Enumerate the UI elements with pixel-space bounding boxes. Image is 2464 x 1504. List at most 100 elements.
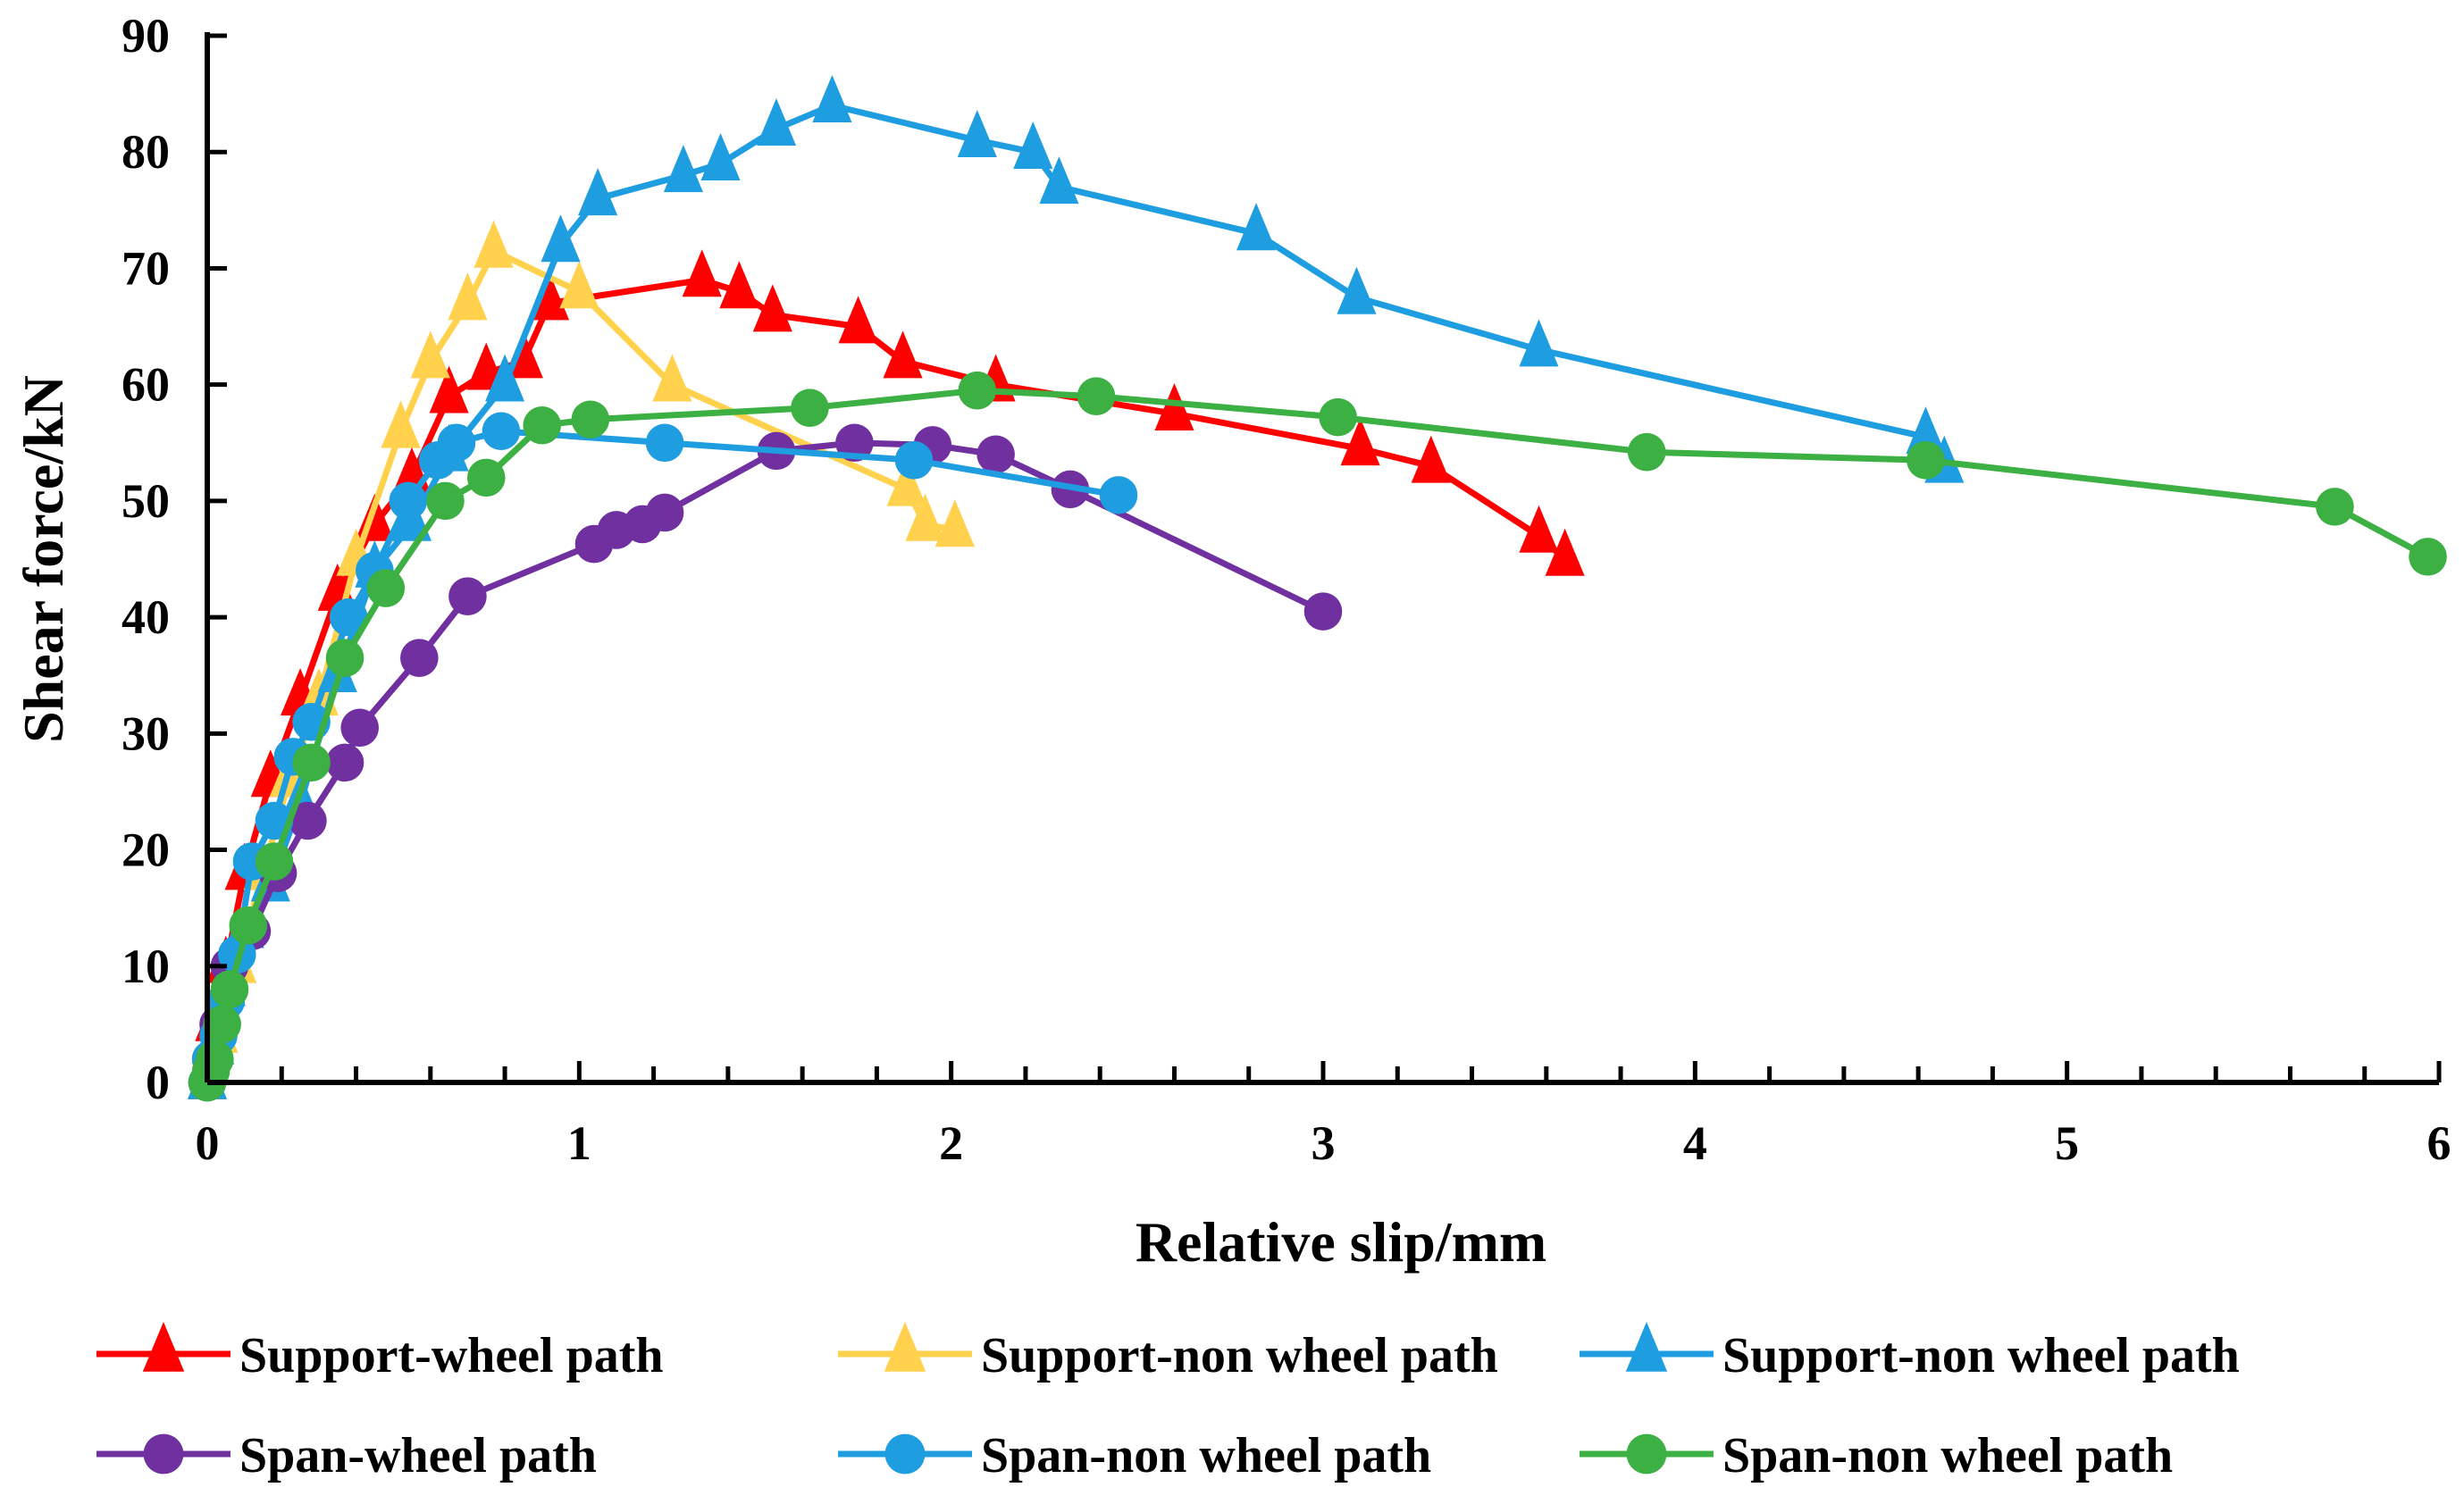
x-tick-label: 2	[939, 1116, 963, 1170]
data-point	[1519, 319, 1559, 367]
legend-marker	[1626, 1433, 1667, 1475]
series-4	[188, 423, 1343, 1102]
data-point	[325, 639, 365, 677]
data-point	[448, 272, 488, 321]
axes-group	[205, 32, 2439, 1085]
data-point	[1319, 397, 1357, 437]
y-tick-label: 90	[122, 9, 170, 63]
legend-item: Support-non wheel path	[1580, 1322, 2240, 1383]
y-tick-label: 70	[122, 241, 170, 295]
legend-item: Support-wheel path	[96, 1322, 664, 1383]
data-point	[559, 261, 599, 309]
data-point	[400, 639, 439, 677]
x-axis-title: Relative slip/mm	[1136, 1210, 1546, 1274]
data-point	[957, 110, 997, 158]
data-point	[883, 330, 923, 379]
x-tick-label: 1	[567, 1116, 591, 1170]
data-point	[389, 481, 428, 521]
data-point	[329, 597, 368, 637]
data-point	[1154, 383, 1194, 431]
data-point	[474, 220, 514, 268]
data-point	[426, 481, 465, 521]
x-tick-label: 4	[1683, 1116, 1707, 1170]
data-point	[1340, 418, 1380, 466]
y-tick-label: 20	[122, 823, 170, 877]
legend-item: Span-non wheel path	[838, 1428, 1431, 1483]
x-tick-label: 3	[1312, 1116, 1336, 1170]
data-point	[2316, 488, 2354, 526]
data-point	[700, 133, 741, 181]
data-point	[1906, 406, 1946, 455]
data-point	[466, 458, 506, 497]
data-point	[645, 423, 684, 463]
y-tick-label: 0	[146, 1056, 170, 1109]
data-point	[292, 743, 331, 782]
data-point	[578, 168, 618, 216]
data-point	[905, 493, 945, 541]
data-point	[448, 577, 487, 615]
data-point	[752, 284, 792, 332]
legend-marker	[884, 1322, 926, 1372]
legend-item: Support-non wheel path	[838, 1322, 1498, 1383]
data-point	[523, 405, 561, 445]
data-point	[529, 272, 570, 321]
legend-label: Span-non wheel path	[1722, 1428, 2173, 1483]
data-point	[934, 499, 975, 547]
data-point	[381, 400, 421, 448]
data-point	[255, 842, 294, 881]
data-point	[958, 371, 997, 410]
data-point	[652, 354, 692, 402]
x-tick-label: 5	[2055, 1116, 2079, 1170]
data-point	[838, 296, 878, 344]
data-point	[429, 365, 469, 414]
data-point	[886, 458, 926, 506]
ticks-group: 0 10 20 30 40 50 60 70 80 90 0 1 2 3 4 5 6	[122, 9, 2451, 1170]
data-point	[719, 261, 759, 309]
data-point	[229, 906, 268, 945]
data-point	[203, 1005, 241, 1044]
data-point	[894, 441, 934, 480]
data-point	[976, 435, 1015, 474]
y-tick-label: 40	[122, 590, 170, 644]
data-point	[1627, 432, 1666, 472]
data-point	[366, 569, 406, 607]
legend-label: Support-non wheel path	[1722, 1328, 2240, 1383]
data-point	[325, 743, 365, 782]
data-point	[210, 970, 249, 1009]
data-point	[437, 423, 476, 463]
y-tick-label: 80	[122, 125, 170, 179]
plot-series-group	[187, 74, 2447, 1102]
y-tick-label: 50	[122, 474, 170, 528]
data-point	[645, 493, 684, 532]
data-point	[756, 97, 797, 146]
series-6	[188, 371, 2447, 1102]
legend-marker	[143, 1433, 184, 1475]
data-point	[1337, 266, 1377, 314]
legend-item: Span-non wheel path	[1580, 1428, 2173, 1483]
data-point	[663, 145, 703, 193]
data-point	[541, 214, 581, 263]
data-point	[571, 400, 610, 439]
data-point	[485, 354, 525, 402]
series-line	[204, 387, 2431, 1086]
legend-label: Span-non wheel path	[981, 1428, 1431, 1483]
data-point	[1077, 377, 1116, 415]
data-point	[2409, 538, 2447, 576]
data-point	[682, 249, 722, 297]
data-point	[1545, 528, 1585, 576]
data-point	[1519, 505, 1559, 553]
y-tick-label: 60	[122, 358, 170, 412]
legend-item: Span-wheel path	[96, 1428, 597, 1483]
data-point	[1039, 156, 1079, 205]
series-line	[204, 247, 959, 1086]
legend-label: Span-wheel path	[239, 1428, 597, 1483]
data-point	[1303, 592, 1343, 631]
data-point	[812, 74, 852, 122]
data-point	[410, 330, 450, 379]
data-point	[196, 1040, 234, 1079]
data-point	[1907, 441, 1945, 480]
data-point	[791, 389, 829, 427]
data-point	[340, 708, 379, 748]
legend-marker	[142, 1322, 185, 1372]
